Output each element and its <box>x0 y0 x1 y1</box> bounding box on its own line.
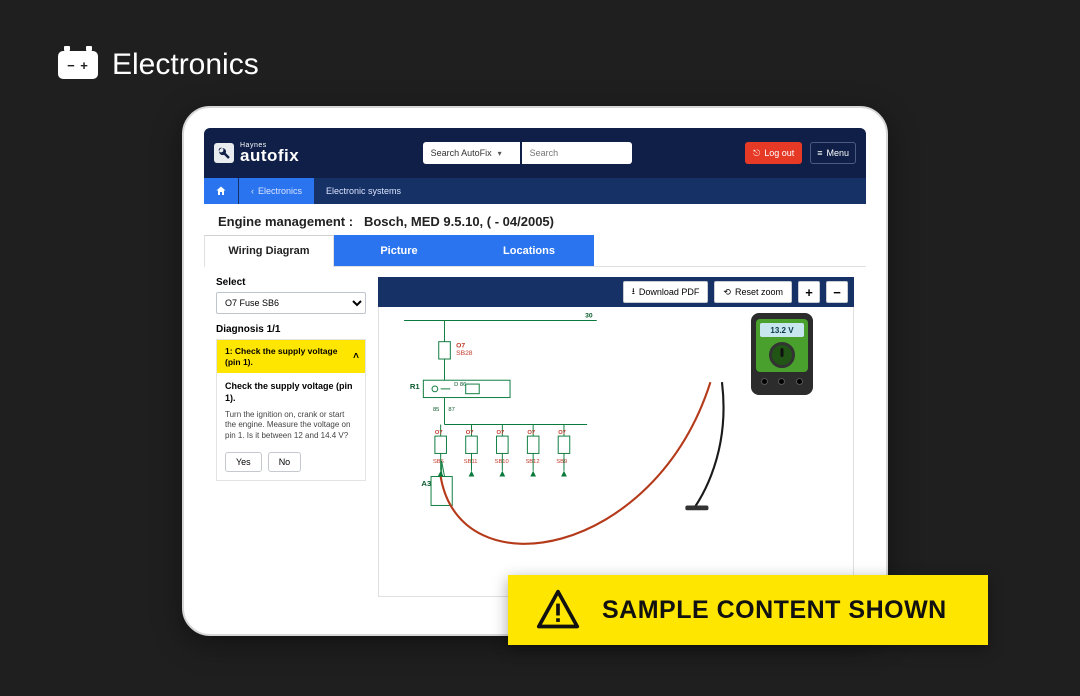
battery-icon: − + <box>58 51 98 79</box>
svg-text:D 86: D 86 <box>454 382 466 388</box>
diagnosis-step-header[interactable]: 1: Check the supply voltage (pin 1). ˄ <box>217 340 365 373</box>
svg-text:87: 87 <box>448 407 454 413</box>
content-body: Select O7 Fuse SB6 Diagnosis 1/1 1: Chec… <box>204 267 866 607</box>
search-input[interactable] <box>522 142 632 164</box>
menu-button[interactable]: ≡ Menu <box>810 142 856 164</box>
home-icon <box>215 185 227 197</box>
diagram-canvas[interactable]: 30O7SB28R1D 868587O7SB6O7SB11O7SB10O7SB1… <box>378 307 854 597</box>
sample-content-banner: SAMPLE CONTENT SHOWN <box>508 575 988 645</box>
diagnosis-step-body: Check the supply voltage (pin 1). Turn t… <box>217 373 365 480</box>
svg-text:SB9: SB9 <box>556 459 567 465</box>
tab-picture[interactable]: Picture <box>334 235 464 266</box>
download-pdf-button[interactable]: ⭳ Download PDF <box>623 281 709 303</box>
diagram-toolbar: ⭳ Download PDF ⟲ Reset zoom + − <box>378 277 854 307</box>
multimeter-dial <box>769 342 795 368</box>
select-label: Select <box>216 277 366 288</box>
search-wrap: Search AutoFix ▾ <box>423 142 632 164</box>
logout-label: Log out <box>764 148 794 158</box>
svg-text:R1: R1 <box>410 382 421 391</box>
diagram-panel: ⭳ Download PDF ⟲ Reset zoom + − 30O7SB28… <box>378 277 854 597</box>
sample-banner-text: SAMPLE CONTENT SHOWN <box>602 596 947 625</box>
menu-label: Menu <box>826 148 849 158</box>
section-label: Electronics <box>112 48 259 82</box>
tab-wiring-diagram[interactable]: Wiring Diagram <box>204 235 334 267</box>
svg-text:85: 85 <box>433 407 439 413</box>
user-icon: ⎋ <box>753 148 760 159</box>
svg-text:O7: O7 <box>466 430 474 436</box>
component-select[interactable]: O7 Fuse SB6 <box>216 292 366 314</box>
breadcrumb-home[interactable] <box>204 178 238 204</box>
svg-text:O7: O7 <box>435 430 443 436</box>
svg-text:O7: O7 <box>456 342 465 349</box>
hamburger-icon: ≡ <box>817 148 822 158</box>
chevron-down-icon: ▾ <box>498 149 502 158</box>
app-topbar: Haynes autofix Search AutoFix ▾ ⎋ Log ou… <box>204 128 866 178</box>
svg-text:A3: A3 <box>421 479 431 488</box>
brand-main: autofix <box>240 147 299 164</box>
step-instructions: Turn the ignition on, crank or start the… <box>225 410 357 442</box>
svg-text:SB28: SB28 <box>456 350 473 357</box>
multimeter-reading: 13.2 V <box>760 323 804 337</box>
chevron-up-icon: ˄ <box>353 350 359 363</box>
svg-text:O7: O7 <box>527 430 535 436</box>
search-scope-label: Search AutoFix <box>431 148 492 158</box>
tab-locations[interactable]: Locations <box>464 235 594 266</box>
brand-logo: Haynes autofix <box>214 142 299 164</box>
reset-icon: ⟲ <box>723 287 731 298</box>
warning-icon <box>536 588 580 632</box>
zoom-out-button[interactable]: − <box>826 281 848 303</box>
tab-bar: Wiring Diagram Picture Locations <box>204 235 866 267</box>
search-scope-select[interactable]: Search AutoFix ▾ <box>423 142 520 164</box>
breadcrumb-back[interactable]: ‹ Electronics <box>239 178 314 204</box>
svg-text:SB10: SB10 <box>495 459 509 465</box>
yes-button[interactable]: Yes <box>225 452 262 472</box>
no-button[interactable]: No <box>268 452 302 472</box>
svg-text:30: 30 <box>585 313 593 320</box>
diagnosis-heading: Diagnosis 1/1 <box>216 324 366 335</box>
download-icon: ⭳ <box>632 284 635 300</box>
breadcrumb-back-label: Electronics <box>258 186 302 196</box>
zoom-in-button[interactable]: + <box>798 281 820 303</box>
page-title: Engine management : Bosch, MED 9.5.10, (… <box>204 204 866 235</box>
diagnosis-sidebar: Select O7 Fuse SB6 Diagnosis 1/1 1: Chec… <box>216 277 366 597</box>
breadcrumb-current: Electronic systems <box>314 178 413 204</box>
svg-text:SB12: SB12 <box>525 459 539 465</box>
chevron-left-icon: ‹ <box>251 186 254 196</box>
diagnosis-panel: 1: Check the supply voltage (pin 1). ˄ C… <box>216 339 366 481</box>
svg-text:O7: O7 <box>497 430 505 436</box>
reset-zoom-button[interactable]: ⟲ Reset zoom <box>714 281 792 303</box>
svg-text:SB11: SB11 <box>464 459 478 465</box>
step-title: Check the supply voltage (pin 1). <box>225 381 357 404</box>
app-screen: Haynes autofix Search AutoFix ▾ ⎋ Log ou… <box>204 128 866 614</box>
multimeter: 13.2 V <box>751 313 813 395</box>
tablet-frame: Haynes autofix Search AutoFix ▾ ⎋ Log ou… <box>182 106 888 636</box>
logout-button[interactable]: ⎋ Log out <box>745 142 802 164</box>
svg-text:O7: O7 <box>558 430 566 436</box>
breadcrumb-bar: ‹ Electronics Electronic systems <box>204 178 866 204</box>
wrench-icon <box>214 143 234 163</box>
page-section-header: − + Electronics <box>58 48 259 82</box>
